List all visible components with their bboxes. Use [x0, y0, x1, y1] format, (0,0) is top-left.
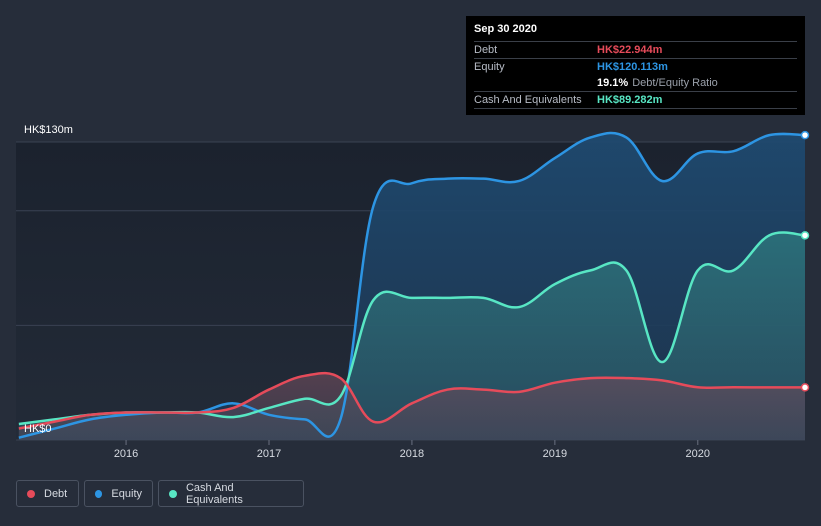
legend-cash-label: Cash And Equivalents: [185, 481, 243, 506]
tooltip-ratio-value: 19.1%: [597, 77, 629, 89]
tooltip-bottom-rule: [474, 108, 797, 125]
x-tick-label-2017: 2017: [257, 448, 281, 460]
debt-dot-icon: [27, 489, 35, 498]
cash-dot-icon: [169, 489, 177, 498]
equity-end-point: [800, 130, 810, 140]
legend-item-cash[interactable]: Cash And Equivalents: [158, 480, 304, 507]
end-markers: [800, 130, 810, 392]
equity-dot-icon: [95, 489, 103, 498]
y-axis-top-label: HK$130m: [24, 124, 73, 136]
legend-item-debt[interactable]: Debt: [16, 480, 79, 507]
tooltip-debt-label: Debt: [474, 44, 498, 56]
legend-equity-label: Equity: [111, 487, 142, 500]
tooltip-panel: Sep 30 2020 Debt HK$22.944m Equity HK$12…: [466, 16, 805, 115]
x-axis-ticks: 2016 2017 2018 2019 2020: [114, 440, 710, 460]
tooltip-cash-value: HK$89.282m: [597, 94, 663, 106]
cash-and-equivalents-end-point: [800, 231, 810, 240]
tooltip-row-equity: Equity HK$120.113m: [474, 58, 797, 75]
tooltip-date: Sep 30 2020: [474, 23, 537, 35]
series-areas: [18, 132, 805, 440]
tooltip-row-ratio: 19.1% Debt/Equity Ratio: [474, 75, 797, 91]
tooltip-debt-value: HK$22.944m: [597, 44, 663, 56]
tooltip-cash-label: Cash And Equivalents: [474, 94, 582, 106]
tooltip-equity-value: HK$120.113m: [597, 61, 668, 73]
x-tick-label-2019: 2019: [543, 448, 567, 460]
debt-line: [18, 371, 806, 430]
tooltip-row-cash: Cash And Equivalents HK$89.282m: [474, 91, 797, 108]
x-tick-label-2016: 2016: [114, 448, 138, 460]
tooltip-equity-label: Equity: [474, 61, 505, 73]
debt-area: [18, 373, 805, 440]
series-lines: [18, 131, 806, 439]
debt-end-point: [800, 383, 810, 392]
legend-item-equity[interactable]: Equity: [84, 480, 153, 507]
x-tick-label-2020: 2020: [686, 448, 710, 460]
y-axis-bottom-label: HK$0: [24, 423, 52, 435]
x-tick-label-2018: 2018: [400, 448, 424, 460]
tooltip-ratio-label: Debt/Equity Ratio: [632, 77, 718, 89]
legend-debt-label: Debt: [44, 487, 68, 500]
tooltip-row-debt: Debt HK$22.944m: [474, 41, 797, 58]
